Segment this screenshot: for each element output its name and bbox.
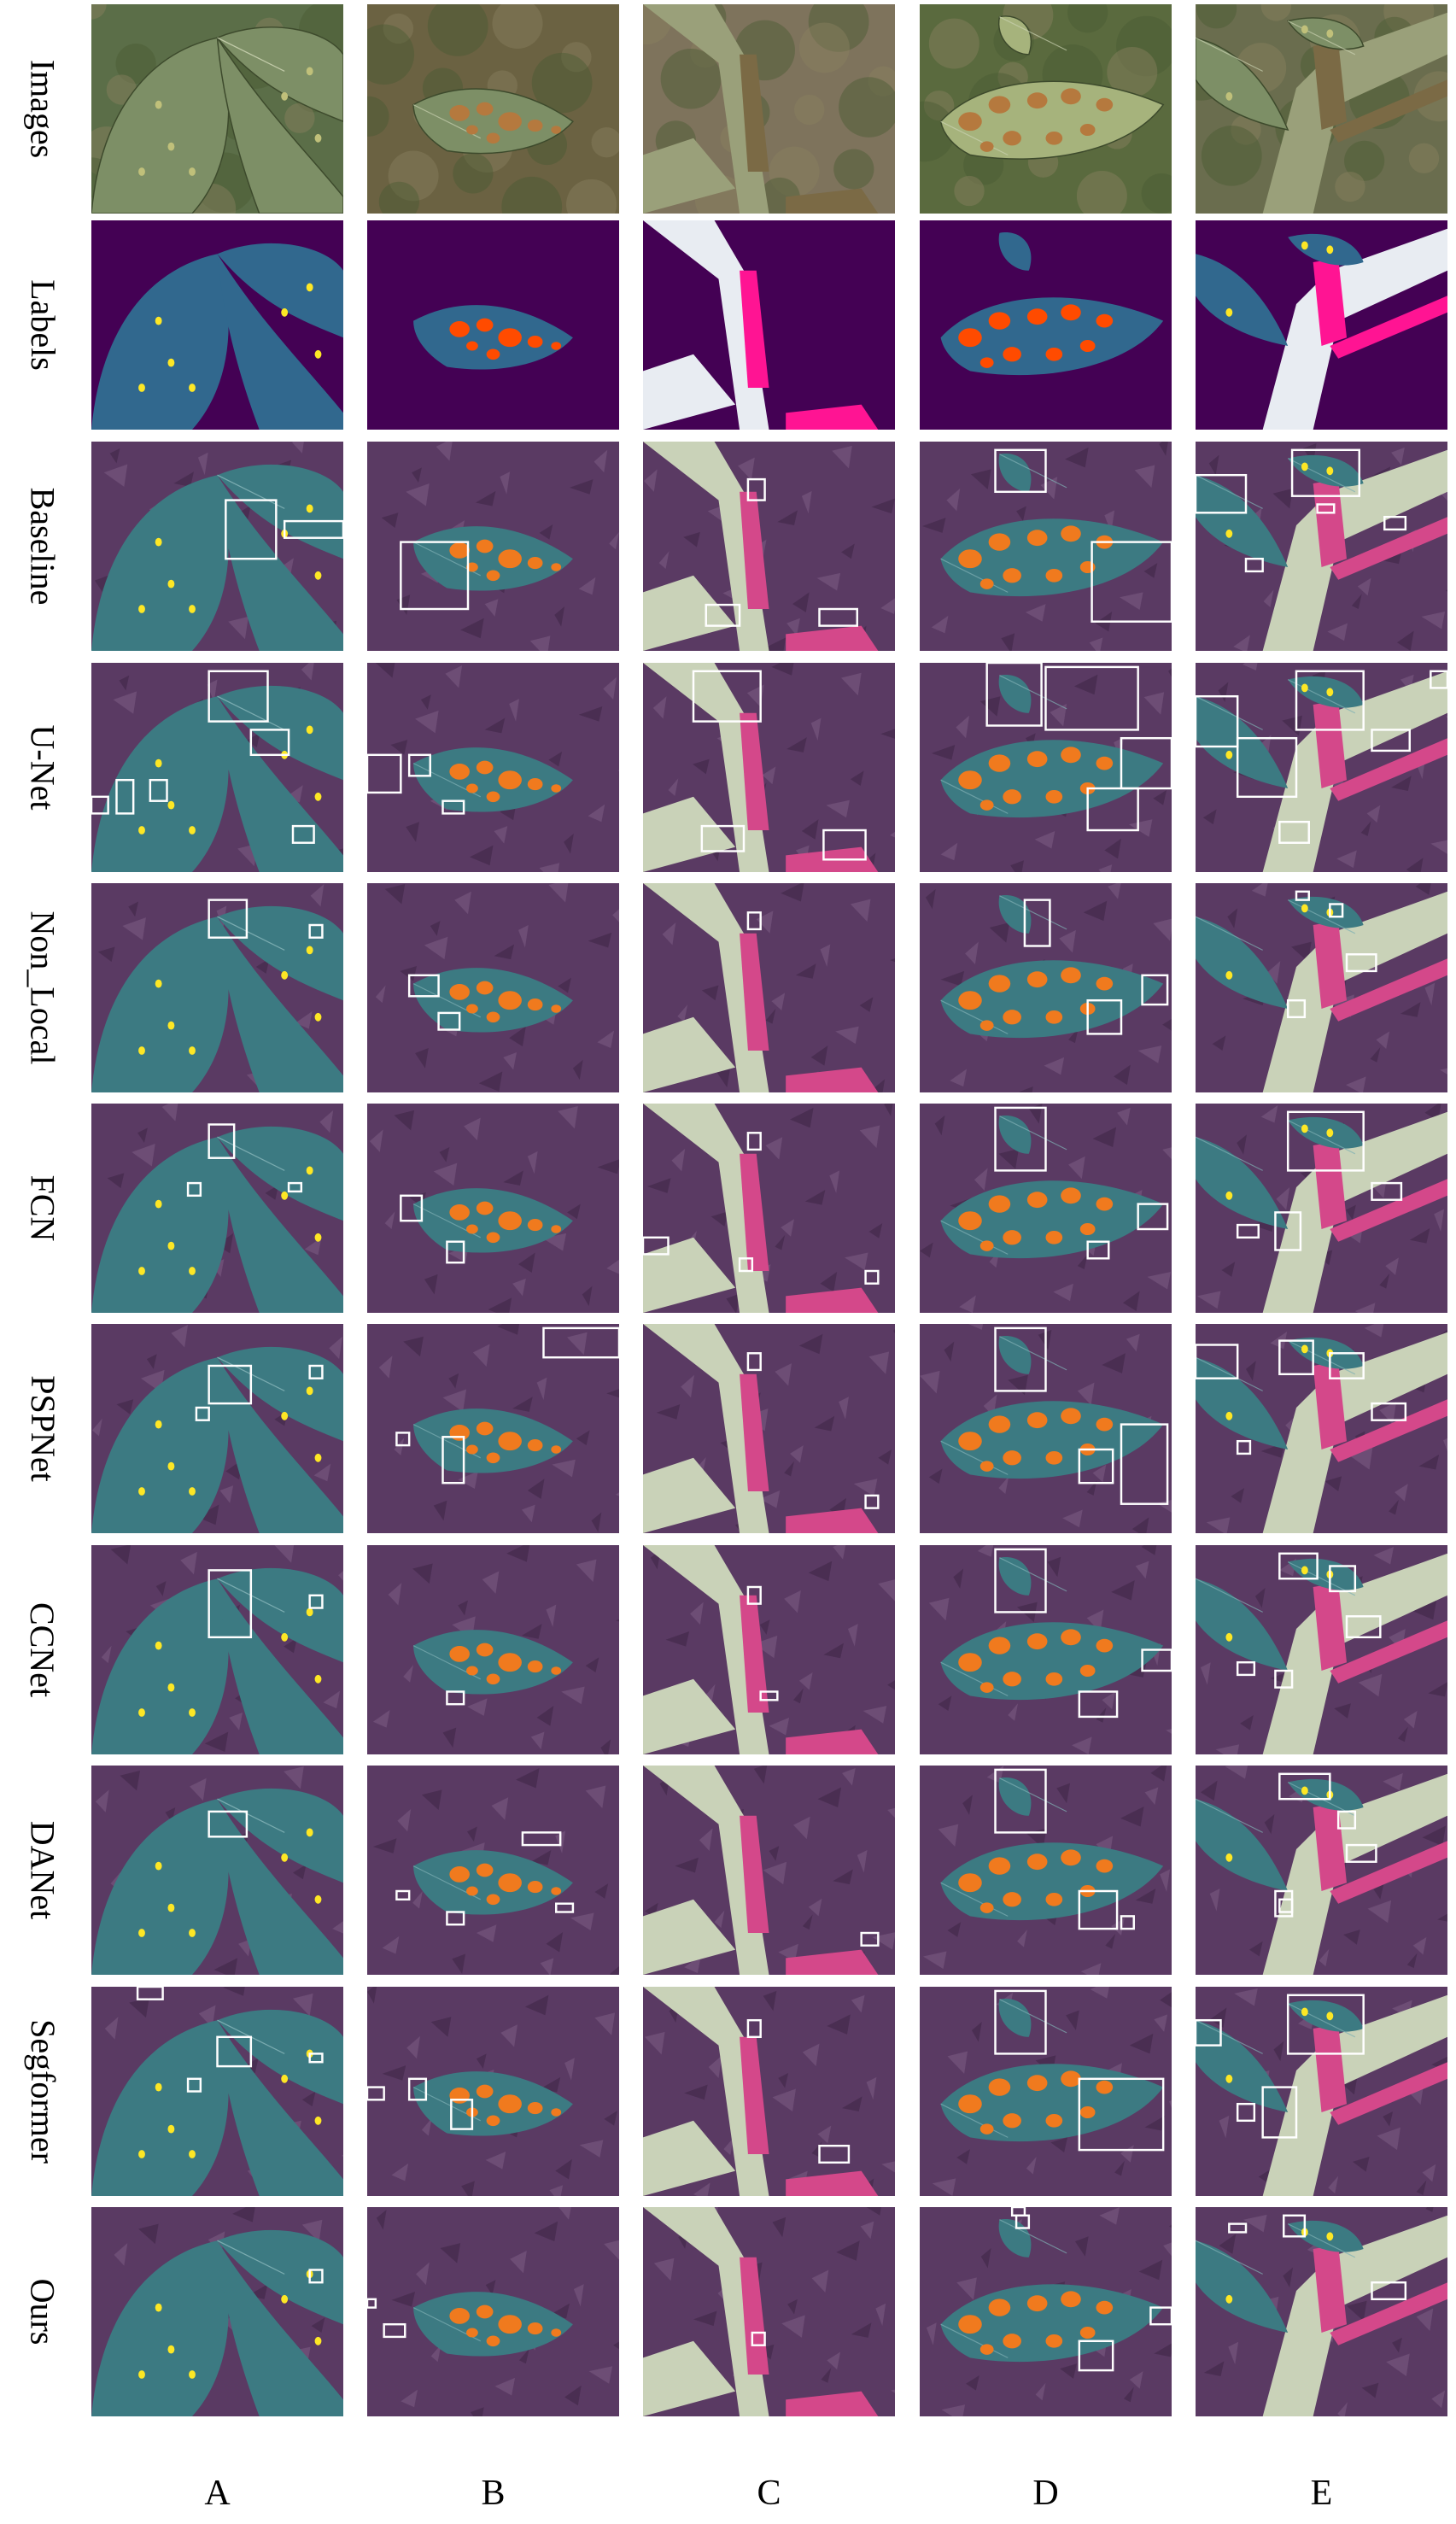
- row-label: DANet: [0, 1766, 85, 1975]
- column-label: A: [204, 2474, 231, 2513]
- column-label: C: [757, 2474, 781, 2513]
- photo-image: [367, 4, 619, 214]
- segmentation-result-image: [643, 1324, 895, 1533]
- segmentation-result-image: [91, 883, 343, 1092]
- label-mask-image: [920, 220, 1172, 430]
- segmentation-result-image: [920, 1545, 1172, 1754]
- segmentation-result-image: [920, 1324, 1172, 1533]
- row-label-text: U-Net: [23, 724, 62, 811]
- row-label: Images: [0, 4, 85, 214]
- segmentation-result-image: [643, 663, 895, 872]
- segmentation-result-image: [367, 1987, 619, 2196]
- segmentation-result-image: [91, 2207, 343, 2416]
- row-label: Ours: [0, 2207, 85, 2416]
- segmentation-result-image: [1196, 1987, 1447, 2196]
- row-label: Non_Local: [0, 883, 85, 1092]
- row-label-text: FCN: [23, 1174, 62, 1242]
- photo-image: [920, 4, 1172, 214]
- segmentation-result-image: [91, 442, 343, 651]
- label-mask-image: [643, 220, 895, 430]
- segmentation-result-image: [91, 1324, 343, 1533]
- row-label-text: Segformer: [23, 2019, 62, 2164]
- row-label: CCNet: [0, 1545, 85, 1754]
- row-label-text: Images: [23, 59, 62, 159]
- row-label-text: PSPNet: [23, 1375, 62, 1482]
- row-label-text: Labels: [23, 279, 62, 371]
- segmentation-result-image: [643, 883, 895, 1092]
- photo-image: [91, 4, 343, 214]
- segmentation-result-image: [643, 442, 895, 651]
- row-label: U-Net: [0, 663, 85, 872]
- segmentation-result-image: [367, 663, 619, 872]
- segmentation-result-image: [643, 1545, 895, 1754]
- segmentation-result-image: [91, 663, 343, 872]
- segmentation-result-image: [91, 1545, 343, 1754]
- segmentation-result-image: [1196, 883, 1447, 1092]
- segmentation-result-image: [1196, 1324, 1447, 1533]
- row-label: Labels: [0, 220, 85, 430]
- segmentation-result-image: [920, 442, 1172, 651]
- photo-image: [643, 4, 895, 214]
- segmentation-result-image: [367, 1324, 619, 1533]
- segmentation-result-image: [91, 1104, 343, 1313]
- row-label-text: Non_Local: [23, 911, 62, 1065]
- row-label: PSPNet: [0, 1324, 85, 1533]
- label-mask-image: [91, 220, 343, 430]
- row-label-text: Ours: [23, 2278, 62, 2345]
- label-mask-image: [1196, 220, 1447, 430]
- segmentation-result-image: [1196, 1545, 1447, 1754]
- label-mask-image: [367, 220, 619, 430]
- column-label: D: [1032, 2474, 1059, 2513]
- column-label: B: [481, 2474, 506, 2513]
- row-label: Segformer: [0, 1987, 85, 2196]
- segmentation-result-image: [91, 1766, 343, 1975]
- segmentation-result-image: [920, 1987, 1172, 2196]
- segmentation-result-image: [920, 883, 1172, 1092]
- segmentation-result-image: [367, 442, 619, 651]
- row-label-text: DANet: [23, 1820, 62, 1920]
- segmentation-result-image: [1196, 442, 1447, 651]
- segmentation-result-image: [643, 1987, 895, 2196]
- row-label: FCN: [0, 1104, 85, 1313]
- segmentation-result-image: [1196, 663, 1447, 872]
- segmentation-result-image: [367, 1545, 619, 1754]
- segmentation-result-image: [920, 2207, 1172, 2416]
- segmentation-result-image: [643, 1766, 895, 1975]
- segmentation-result-image: [1196, 2207, 1447, 2416]
- segmentation-result-image: [367, 1766, 619, 1975]
- segmentation-result-image: [367, 883, 619, 1092]
- photo-image: [1196, 4, 1447, 214]
- segmentation-result-image: [367, 2207, 619, 2416]
- segmentation-result-image: [1196, 1104, 1447, 1313]
- segmentation-result-image: [367, 1104, 619, 1313]
- segmentation-result-image: [643, 2207, 895, 2416]
- row-label-text: CCNet: [23, 1602, 62, 1698]
- segmentation-result-image: [1196, 1766, 1447, 1975]
- segmentation-result-image: [920, 663, 1172, 872]
- segmentation-result-image: [920, 1766, 1172, 1975]
- segmentation-result-image: [643, 1104, 895, 1313]
- row-label: Baseline: [0, 442, 85, 651]
- row-label-text: Baseline: [23, 487, 62, 606]
- segmentation-result-image: [91, 1987, 343, 2196]
- column-label: E: [1310, 2474, 1333, 2513]
- segmentation-result-image: [920, 1104, 1172, 1313]
